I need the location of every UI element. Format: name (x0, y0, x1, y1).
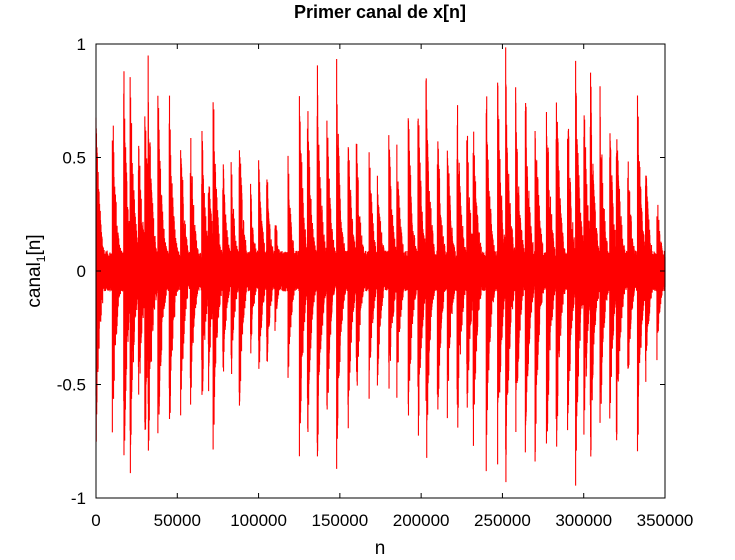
x-tick-label: 100000 (230, 511, 287, 530)
x-tick-label: 50000 (154, 511, 201, 530)
x-tick-label: 200000 (393, 511, 450, 530)
x-tick-label: 0 (91, 511, 100, 530)
x-tick-label: 300000 (555, 511, 612, 530)
x-tick-label: 250000 (474, 511, 531, 530)
chart-title: Primer canal de x[n] (294, 2, 466, 22)
x-tick-label: 150000 (311, 511, 368, 530)
y-tick-label: 0.5 (62, 149, 86, 168)
y-tick-label: -1 (71, 489, 86, 508)
y-axis-label-suffix: [n] (24, 234, 45, 255)
y-tick-label: -0.5 (57, 376, 86, 395)
axes: 0 50000 100000 150000 200000 250000 300000 3500… (57, 35, 694, 530)
y-axis-label: canal1[n] (24, 234, 48, 307)
x-axis-label: n (375, 538, 386, 559)
x-tick-label: 350000 (637, 511, 694, 530)
y-axis-label-base: canal (24, 262, 45, 307)
y-tick-label: 1 (77, 35, 86, 54)
y-axis-label-subscript: 1 (34, 255, 48, 262)
y-tick-label: 0 (77, 262, 86, 281)
